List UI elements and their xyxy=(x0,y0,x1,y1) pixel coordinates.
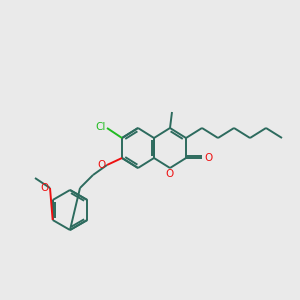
Text: O: O xyxy=(166,169,174,179)
Text: O: O xyxy=(41,183,49,193)
Text: O: O xyxy=(98,160,106,170)
Text: Cl: Cl xyxy=(96,122,106,132)
Text: O: O xyxy=(204,153,212,163)
